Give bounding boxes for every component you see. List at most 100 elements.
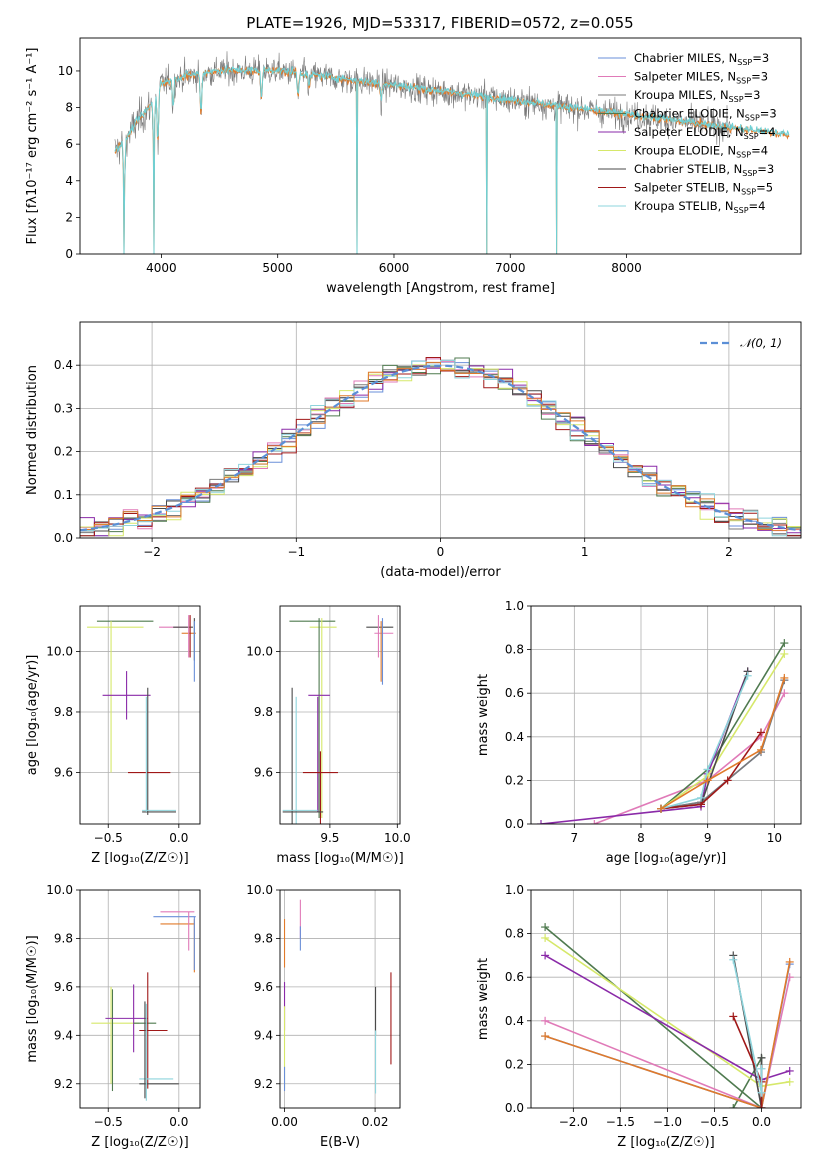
y-tick-label: 9.2: [254, 1077, 273, 1091]
x-tick-label: 10: [767, 831, 782, 845]
x-tick-label: 9: [704, 831, 712, 845]
legend-tail: =3: [751, 70, 768, 84]
axes-z_weight: −2.0 −1.5 −1.0 −0.5 0.0 0.0 0.2 0.4 0.6 0.8 1.0 Z […: [476, 883, 802, 1150]
legend-sub: SSP: [737, 58, 752, 67]
y-tick-label: 1.0: [505, 599, 524, 613]
legend-sub: SSP: [741, 188, 756, 197]
y-tick-label: 9.6: [254, 766, 273, 780]
y-tick-label: 4: [65, 174, 73, 188]
legend-label: Chabrier ELODIE, NSSP=3: [634, 107, 777, 123]
plot-area-ebv_mass: [280, 890, 400, 1108]
x-tick-label: 10.0: [384, 831, 411, 845]
histogram-chabrier_elodie: [80, 357, 801, 537]
legend-tail: =4: [759, 125, 776, 139]
y-tick-label: 10.0: [46, 644, 73, 658]
x-tick-label: 6000: [379, 261, 410, 275]
spectrum-legend: Chabrier MILES, NSSP=3 Salpeter MILES, NS…: [598, 51, 777, 215]
y-tick-label: 10.0: [46, 883, 73, 897]
legend-tail: =3: [752, 51, 769, 65]
x-tick-label: −0.5: [94, 1115, 123, 1129]
y-tick-label: 10: [58, 64, 73, 78]
axes-frame: [79, 321, 802, 539]
y-axis-label: Flux [fλ10⁻¹⁷ erg cm⁻² s⁻¹ A⁻¹]: [25, 48, 40, 245]
y-axis-label: age [log₁₀(age/yr)]: [25, 655, 40, 776]
axes-ebv_mass: 0.00 0.02 9.2 9.4 9.6 9.8 10.0 E(B-V): [246, 883, 401, 1150]
x-tick-label: 2: [725, 545, 733, 559]
x-tick-label: −2: [143, 545, 161, 559]
x-tick-label: 8000: [611, 261, 642, 275]
legend-name: Kroupa STELIB, N: [634, 199, 734, 213]
legend-name: Salpeter STELIB, N: [634, 181, 741, 195]
legend-tail: =5: [756, 181, 773, 195]
y-axis-label: mass weight: [476, 958, 491, 1040]
plot-area-z_age: [80, 606, 200, 824]
axes-mass_age: 9.5 10.0 9.6 9.8 10.0 mass [log₁₀(M/M☉)]: [246, 605, 411, 866]
plot-area-residuals: [80, 322, 801, 538]
legend-tail: =4: [751, 144, 768, 158]
y-tick-label: 0.2: [54, 445, 73, 459]
x-tick-label: 4000: [146, 261, 177, 275]
y-tick-label: 0.6: [505, 970, 524, 984]
y-axis-label: mass [log₁₀(M/M☉)]: [25, 935, 40, 1062]
y-tick-label: 8: [65, 101, 73, 115]
axes-spectrum: 4000 5000 6000 7000 8000 0 2 4 6 8 10 wavelength [A…: [25, 37, 802, 296]
legend-name: Salpeter ELODIE, N: [634, 125, 744, 139]
legend-label: Salpeter STELIB, NSSP=5: [634, 181, 773, 197]
y-tick-label: 9.4: [254, 1028, 273, 1042]
axes-frame: [279, 605, 401, 825]
y-tick-label: 9.4: [54, 1028, 73, 1042]
x-tick-label: 0: [437, 545, 445, 559]
y-tick-label: 9.8: [254, 705, 273, 719]
x-tick-label: −2.0: [559, 1115, 588, 1129]
y-tick-label: 0.2: [505, 773, 524, 787]
legend-label: Salpeter ELODIE, NSSP=4: [634, 125, 776, 141]
plot-area-age_weight: [531, 606, 801, 824]
legend-label: Chabrier MILES, NSSP=3: [634, 51, 769, 67]
x-axis-label: wavelength [Angstrom, rest frame]: [326, 281, 555, 296]
axes-age_weight: 7 8 9 10 0.0 0.2 0.4 0.6 0.8 1.0 age [log₁₀(age/yr…: [476, 599, 802, 866]
x-tick-label: 1: [581, 545, 589, 559]
legend-label: 𝒩(0, 1): [740, 336, 782, 350]
axes-frame: [79, 605, 201, 825]
x-tick-label: 8: [637, 831, 645, 845]
y-tick-label: 0.2: [505, 1057, 524, 1071]
axes-frame: [79, 889, 201, 1109]
plot-area-mass_age: [280, 606, 400, 824]
x-tick-label: 0.0: [169, 831, 188, 845]
legend-label: Kroupa ELODIE, NSSP=4: [634, 144, 768, 160]
weight-line-salpeter_miles: [544, 977, 791, 1108]
legend-tail: =4: [749, 199, 766, 213]
y-tick-label: 0.6: [505, 686, 524, 700]
legend-sub: SSP: [736, 77, 751, 86]
y-axis-label: mass weight: [476, 674, 491, 756]
legend-sub: SSP: [734, 206, 749, 215]
y-tick-label: 2: [65, 210, 73, 224]
weight-line-orange_model: [660, 677, 786, 810]
legend-label: Salpeter MILES, NSSP=3: [634, 70, 768, 86]
y-tick-label: 0.8: [505, 643, 524, 657]
y-tick-label: 6: [65, 137, 73, 151]
x-tick-label: 5000: [262, 261, 293, 275]
y-tick-label: 0: [65, 247, 73, 261]
x-tick-label: 0.02: [362, 1115, 389, 1129]
axes-frame: [79, 37, 802, 255]
x-tick-label: −0.5: [700, 1115, 729, 1129]
legend-label: Kroupa STELIB, NSSP=4: [634, 199, 765, 215]
axes-frame: [530, 605, 802, 825]
y-tick-label: 10.0: [246, 883, 273, 897]
x-axis-label: E(B-V): [320, 1135, 360, 1150]
weight-line-kroupa_stelib: [660, 675, 749, 810]
figure-title: PLATE=1926, MJD=53317, FIBERID=0572, z=0…: [246, 14, 633, 32]
x-axis-label: (data-model)/error: [380, 565, 501, 580]
x-tick-label: 7: [571, 831, 579, 845]
axes-z_mass: −0.5 0.0 9.2 9.4 9.6 9.8 10.0 Z [log₁₀(Z/Z☉)] ma…: [25, 883, 201, 1150]
legend-name: Kroupa ELODIE, N: [634, 144, 736, 158]
legend-tail: =3: [760, 107, 777, 121]
axes-z_age: −0.5 0.0 9.6 9.8 10.0 Z [log₁₀(Z/Z☉)] age [log…: [25, 605, 201, 866]
weight-line-orange_model: [544, 961, 791, 1108]
y-tick-label: 9.8: [54, 705, 73, 719]
y-tick-label: 0.3: [54, 401, 73, 415]
y-tick-label: 9.8: [54, 931, 73, 945]
legend-tail: =3: [744, 88, 761, 102]
